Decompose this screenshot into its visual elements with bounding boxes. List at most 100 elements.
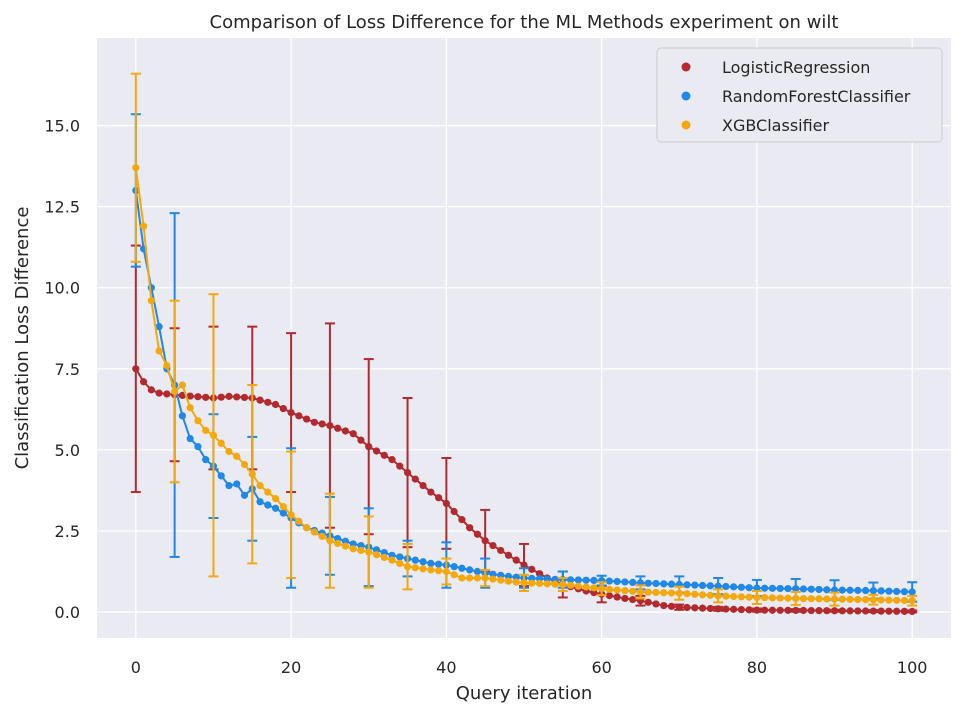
data-point-random-forest-classifier <box>799 585 808 593</box>
data-point-random-forest-classifier <box>698 581 707 590</box>
data-point-random-forest-classifier <box>473 567 482 576</box>
data-point-xgbclassifier <box>745 593 753 601</box>
data-point-xgbclassifier <box>202 426 210 435</box>
y-tick-label: 5.0 <box>55 441 80 460</box>
data-point-logistic-regression <box>194 393 202 401</box>
x-tick-label: 100 <box>897 658 928 677</box>
data-point-random-forest-classifier <box>411 556 419 564</box>
data-point-logistic-regression <box>365 443 373 451</box>
data-point-logistic-regression <box>737 605 745 614</box>
data-point-xgbclassifier <box>497 576 505 584</box>
x-tick-label: 60 <box>591 658 611 677</box>
data-point-xgbclassifier <box>792 594 800 603</box>
data-point-xgbclassifier <box>908 597 916 605</box>
data-point-xgbclassifier <box>799 594 808 603</box>
data-point-random-forest-classifier <box>240 491 249 499</box>
data-point-xgbclassifier <box>194 417 202 425</box>
data-point-xgbclassifier <box>349 545 357 553</box>
data-point-xgbclassifier <box>722 592 730 600</box>
data-point-logistic-regression <box>714 605 722 613</box>
data-point-xgbclassifier <box>714 592 722 600</box>
data-point-xgbclassifier <box>365 548 373 556</box>
data-point-xgbclassifier <box>893 596 901 604</box>
data-point-xgbclassifier <box>605 585 614 593</box>
data-point-xgbclassifier <box>644 588 652 596</box>
data-point-random-forest-classifier <box>566 576 575 584</box>
data-point-logistic-regression <box>349 430 357 438</box>
data-point-xgbclassifier <box>357 546 365 555</box>
data-point-xgbclassifier <box>310 528 318 536</box>
data-point-random-forest-classifier <box>450 563 458 571</box>
data-point-random-forest-classifier <box>893 587 901 596</box>
legend-label-logistic-regression: LogisticRegression <box>722 58 870 77</box>
x-tick-label: 40 <box>436 658 456 677</box>
legend-marker-random-forest <box>681 91 691 101</box>
data-point-xgbclassifier <box>652 588 660 597</box>
data-point-xgbclassifier <box>248 470 256 478</box>
data-point-logistic-regression <box>660 601 668 610</box>
data-point-logistic-regression <box>745 606 753 614</box>
data-point-logistic-regression <box>885 607 893 615</box>
data-point-xgbclassifier <box>753 593 761 602</box>
data-point-xgbclassifier <box>528 579 536 587</box>
data-point-xgbclassifier <box>535 579 544 588</box>
data-point-logistic-regression <box>450 507 458 516</box>
data-point-logistic-regression <box>147 386 155 394</box>
data-point-xgbclassifier <box>629 587 637 595</box>
data-point-logistic-regression <box>132 365 140 373</box>
data-point-random-forest-classifier <box>838 586 846 594</box>
data-point-random-forest-classifier <box>264 501 272 509</box>
data-point-logistic-regression <box>535 570 544 578</box>
data-point-random-forest-classifier <box>730 583 738 591</box>
data-point-random-forest-classifier <box>753 584 761 592</box>
data-point-logistic-regression <box>310 418 318 426</box>
data-point-xgbclassifier <box>450 571 458 579</box>
data-point-xgbclassifier <box>372 551 381 559</box>
data-point-xgbclassifier <box>396 559 404 568</box>
data-point-logistic-regression <box>256 396 264 404</box>
data-point-xgbclassifier <box>667 589 676 597</box>
data-point-random-forest-classifier <box>862 586 870 595</box>
data-point-logistic-regression <box>830 607 839 615</box>
data-point-logistic-regression <box>854 607 862 615</box>
data-point-xgbclassifier <box>559 580 567 589</box>
data-point-logistic-regression <box>264 398 272 406</box>
data-point-random-forest-classifier <box>776 584 784 593</box>
data-point-logistic-regression <box>691 604 699 612</box>
data-point-xgbclassifier <box>303 524 311 532</box>
data-point-random-forest-classifier <box>745 584 753 592</box>
data-point-random-forest-classifier <box>621 578 629 586</box>
data-point-logistic-regression <box>761 606 769 614</box>
data-point-xgbclassifier <box>636 588 645 596</box>
data-point-xgbclassifier <box>466 574 474 582</box>
data-point-logistic-regression <box>217 393 225 401</box>
data-point-random-forest-classifier <box>458 564 466 572</box>
data-point-logistic-regression <box>225 392 233 400</box>
data-point-logistic-regression <box>730 605 738 613</box>
data-point-logistic-regression <box>481 537 489 545</box>
data-point-random-forest-classifier <box>737 583 745 591</box>
data-point-xgbclassifier <box>613 586 621 594</box>
y-tick-label: 0.0 <box>55 603 80 622</box>
data-point-xgbclassifier <box>830 595 839 603</box>
data-point-random-forest-classifier <box>271 504 280 512</box>
data-point-xgbclassifier <box>737 593 745 601</box>
data-point-logistic-regression <box>403 468 412 477</box>
data-point-logistic-regression <box>388 456 396 464</box>
data-point-xgbclassifier <box>768 594 777 602</box>
data-point-logistic-regression <box>722 605 730 613</box>
data-point-xgbclassifier <box>574 582 582 590</box>
data-point-logistic-regression <box>807 606 815 615</box>
data-point-random-forest-classifier <box>908 588 916 596</box>
data-point-random-forest-classifier <box>815 585 823 594</box>
data-point-random-forest-classifier <box>279 509 287 517</box>
data-point-xgbclassifier <box>264 488 272 496</box>
data-point-xgbclassifier <box>885 596 893 604</box>
data-point-random-forest-classifier <box>419 558 427 566</box>
data-point-xgbclassifier <box>186 404 194 412</box>
data-point-xgbclassifier <box>240 460 249 469</box>
data-point-logistic-regression <box>163 390 171 398</box>
data-point-logistic-regression <box>799 606 808 615</box>
x-tick-label: 80 <box>747 658 767 677</box>
